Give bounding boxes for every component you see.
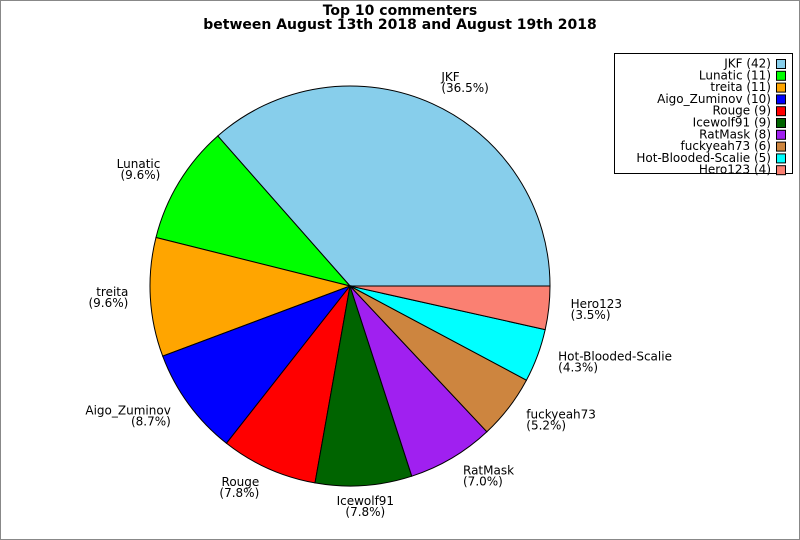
pie-slice <box>217 85 551 287</box>
legend-label: Icewolf91 (9) <box>693 116 771 130</box>
legend-swatch <box>776 70 786 81</box>
legend-label: Lunatic (11) <box>699 68 771 82</box>
slice-percent: (5.2%) <box>526 418 566 432</box>
legend-label: Hot-Blooded-Scalie (5) <box>636 151 771 165</box>
legend-label: Hero123 (4) <box>699 163 771 177</box>
slice-label: Hero123 <box>571 297 622 311</box>
slice-percent: (9.6%) <box>88 296 128 310</box>
legend-label: JKF (42) <box>723 57 771 71</box>
legend-swatch <box>776 141 786 152</box>
pie-slice <box>314 285 413 487</box>
slice-percent: (7.8%) <box>345 505 385 519</box>
slice-label: Lunatic <box>117 157 161 171</box>
legend-swatch <box>776 82 786 93</box>
slice-percent: (36.5%) <box>441 81 488 95</box>
legend-swatch <box>776 59 786 69</box>
legend-box <box>614 53 793 174</box>
pie-slice <box>162 284 352 444</box>
slice-label: Hot-Blooded-Scalie <box>558 350 672 364</box>
legend-label: Aigo_Zuminov (10) <box>657 92 771 106</box>
slice-label: Rouge <box>222 475 260 489</box>
slice-percent: (4.3%) <box>558 361 598 375</box>
slice-percent: (3.5%) <box>571 308 611 322</box>
slice-label: treita <box>96 285 128 299</box>
legend-swatch <box>776 106 786 117</box>
pie-slice <box>225 285 351 484</box>
legend-label: fuckyeah73 (6) <box>681 139 771 153</box>
slice-label: RatMask <box>463 464 514 478</box>
chart-subtitle: between August 13th 2018 and August 19th… <box>203 17 597 33</box>
pie-slice <box>155 135 352 287</box>
legend-swatch <box>776 129 786 140</box>
slice-percent: (7.0%) <box>463 475 503 489</box>
slice-label: JKF <box>440 70 459 84</box>
legend-label: RatMask (8) <box>699 127 771 141</box>
legend-swatch <box>776 165 786 176</box>
pie-slice <box>149 236 352 357</box>
legend-label: Rouge (9) <box>712 104 771 118</box>
slice-label: Aigo_Zuminov <box>85 404 170 418</box>
slice-percent: (9.6%) <box>120 168 160 182</box>
legend-swatch <box>776 118 786 128</box>
slice-percent: (8.7%) <box>131 415 171 429</box>
slice-percent: (7.8%) <box>219 486 259 500</box>
slice-label: Icewolf91 <box>337 494 395 508</box>
slice-label: fuckyeah73 <box>526 407 596 421</box>
legend-swatch <box>776 153 786 164</box>
legend-label: treita (11) <box>710 80 771 94</box>
chart-title: Top 10 commenters <box>323 3 478 19</box>
legend-swatch <box>776 94 786 105</box>
pie-slice <box>349 285 551 331</box>
